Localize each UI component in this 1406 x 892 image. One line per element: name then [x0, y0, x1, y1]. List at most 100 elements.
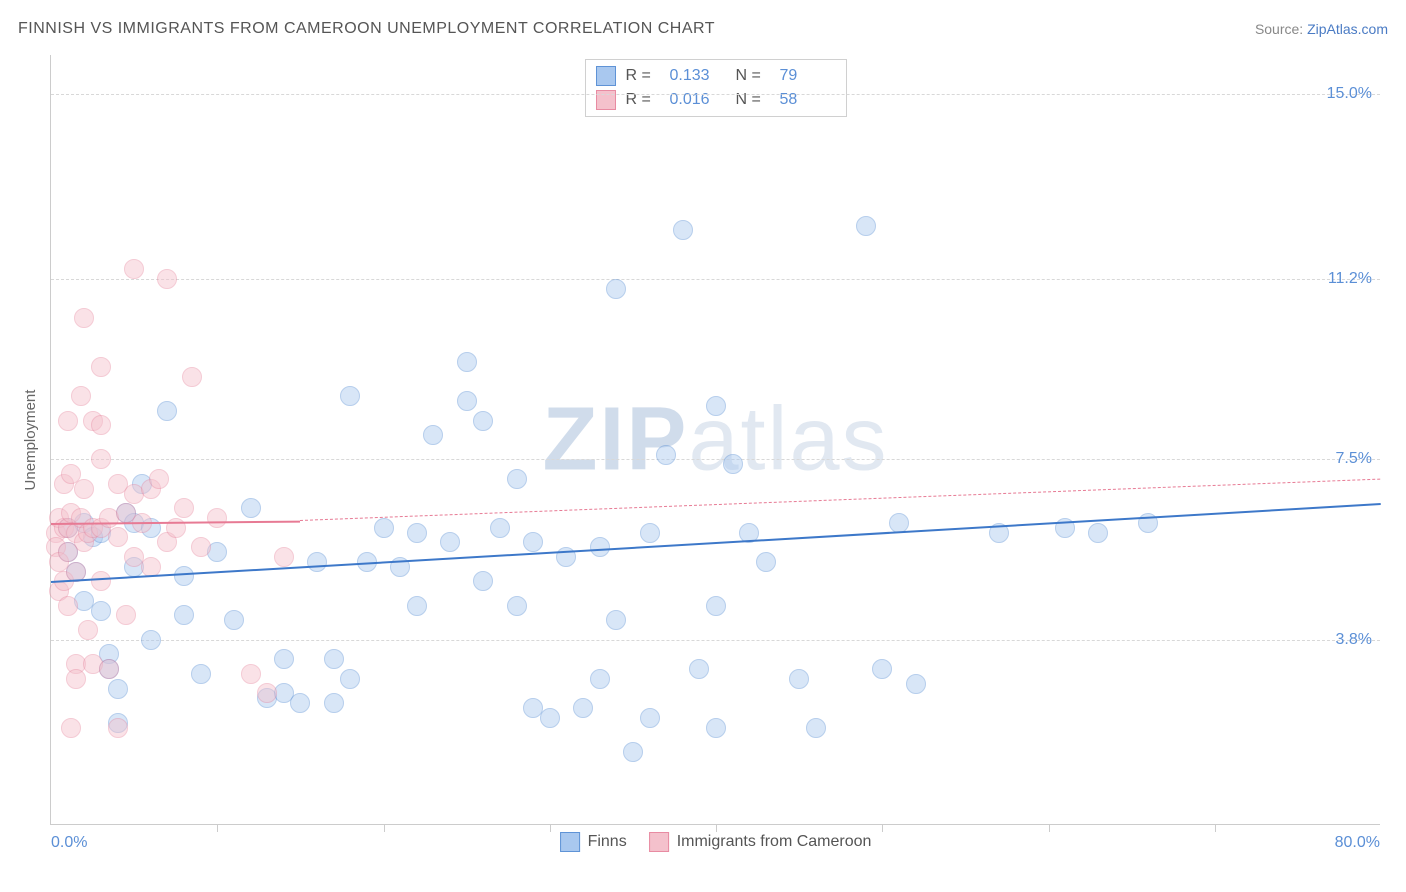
data-point-finns: [457, 352, 477, 372]
x-tick: [217, 824, 218, 832]
data-point-finns: [324, 693, 344, 713]
gridline: [51, 94, 1380, 95]
data-point-cameroon: [124, 259, 144, 279]
data-point-cameroon: [74, 308, 94, 328]
data-point-cameroon: [74, 479, 94, 499]
data-point-finns: [856, 216, 876, 236]
watermark-bold: ZIP: [542, 389, 688, 489]
y-tick-label: 11.2%: [1328, 270, 1372, 288]
legend-row-cameroon: R =0.016N =58: [596, 88, 836, 112]
data-point-finns: [689, 659, 709, 679]
data-point-cameroon: [58, 411, 78, 431]
data-point-finns: [573, 698, 593, 718]
r-value: 0.133: [670, 67, 726, 85]
n-label: N =: [736, 67, 770, 85]
x-tick: [384, 824, 385, 832]
data-point-finns: [157, 401, 177, 421]
data-point-finns: [706, 396, 726, 416]
data-point-cameroon: [274, 547, 294, 567]
correlation-legend: R = 0.133 N = 79 R =0.016N =58: [585, 59, 847, 117]
data-point-cameroon: [99, 659, 119, 679]
data-point-finns: [141, 630, 161, 650]
data-point-finns: [906, 674, 926, 694]
data-point-finns: [340, 386, 360, 406]
series-legend: Finns Immigrants from Cameroon: [560, 832, 872, 852]
legend-swatch: [649, 832, 669, 852]
data-point-finns: [174, 566, 194, 586]
data-point-finns: [507, 596, 527, 616]
data-point-cameroon: [58, 596, 78, 616]
data-point-finns: [606, 279, 626, 299]
n-value: 79: [780, 67, 836, 85]
data-point-finns: [241, 498, 261, 518]
data-point-finns: [640, 523, 660, 543]
data-point-finns: [706, 718, 726, 738]
source-link[interactable]: ZipAtlas.com: [1307, 21, 1388, 37]
source-label: Source:: [1255, 21, 1303, 37]
data-point-finns: [872, 659, 892, 679]
data-point-finns: [590, 537, 610, 557]
data-point-cameroon: [182, 367, 202, 387]
data-point-cameroon: [91, 449, 111, 469]
y-tick-label: 15.0%: [1327, 85, 1372, 103]
x-tick: [1049, 824, 1050, 832]
data-point-finns: [407, 596, 427, 616]
data-point-cameroon: [207, 508, 227, 528]
data-point-finns: [473, 411, 493, 431]
y-tick-label: 7.5%: [1336, 450, 1372, 468]
gridline: [51, 640, 1380, 641]
data-point-finns: [540, 708, 560, 728]
data-point-finns: [307, 552, 327, 572]
data-point-finns: [423, 425, 443, 445]
data-point-cameroon: [66, 669, 86, 689]
legend-item-finns: Finns: [560, 832, 627, 852]
gridline: [51, 279, 1380, 280]
data-point-finns: [108, 679, 128, 699]
y-tick-label: 3.8%: [1336, 631, 1372, 649]
data-point-cameroon: [61, 718, 81, 738]
x-tick: [550, 824, 551, 832]
data-point-finns: [440, 532, 460, 552]
legend-swatch: [596, 66, 616, 86]
data-point-cameroon: [91, 357, 111, 377]
scatter-plot: ZIPatlas R =0.133N =79R =0.016N =58 0.0%…: [50, 55, 1380, 825]
legend-row-finns: R = 0.133 N = 79: [596, 64, 836, 88]
data-point-cameroon: [108, 527, 128, 547]
data-point-cameroon: [241, 664, 261, 684]
data-point-cameroon: [174, 498, 194, 518]
data-point-finns: [606, 610, 626, 630]
data-point-finns: [490, 518, 510, 538]
data-point-finns: [656, 445, 676, 465]
chart-title: FINNISH VS IMMIGRANTS FROM CAMEROON UNEM…: [18, 20, 715, 38]
legend-item-cameroon: Immigrants from Cameroon: [649, 832, 872, 852]
data-point-finns: [340, 669, 360, 689]
data-point-finns: [1088, 523, 1108, 543]
data-point-finns: [191, 664, 211, 684]
x-tick: [716, 824, 717, 832]
data-point-finns: [290, 693, 310, 713]
data-point-cameroon: [108, 718, 128, 738]
data-point-finns: [723, 454, 743, 474]
r-label: R =: [626, 67, 660, 85]
source-attribution: Source: ZipAtlas.com: [1255, 21, 1388, 37]
data-point-cameroon: [149, 469, 169, 489]
data-point-cameroon: [157, 269, 177, 289]
y-axis-title: Unemployment: [22, 390, 39, 491]
series-name: Finns: [588, 833, 627, 851]
data-point-finns: [640, 708, 660, 728]
data-point-cameroon: [71, 386, 91, 406]
data-point-finns: [473, 571, 493, 591]
data-point-finns: [224, 610, 244, 630]
x-tick: [882, 824, 883, 832]
gridline: [51, 459, 1380, 460]
data-point-finns: [590, 669, 610, 689]
data-point-finns: [623, 742, 643, 762]
data-point-finns: [174, 605, 194, 625]
data-point-cameroon: [191, 537, 211, 557]
data-point-finns: [91, 601, 111, 621]
data-point-finns: [374, 518, 394, 538]
data-point-finns: [407, 523, 427, 543]
data-point-cameroon: [78, 620, 98, 640]
data-point-finns: [673, 220, 693, 240]
series-name: Immigrants from Cameroon: [677, 833, 872, 851]
